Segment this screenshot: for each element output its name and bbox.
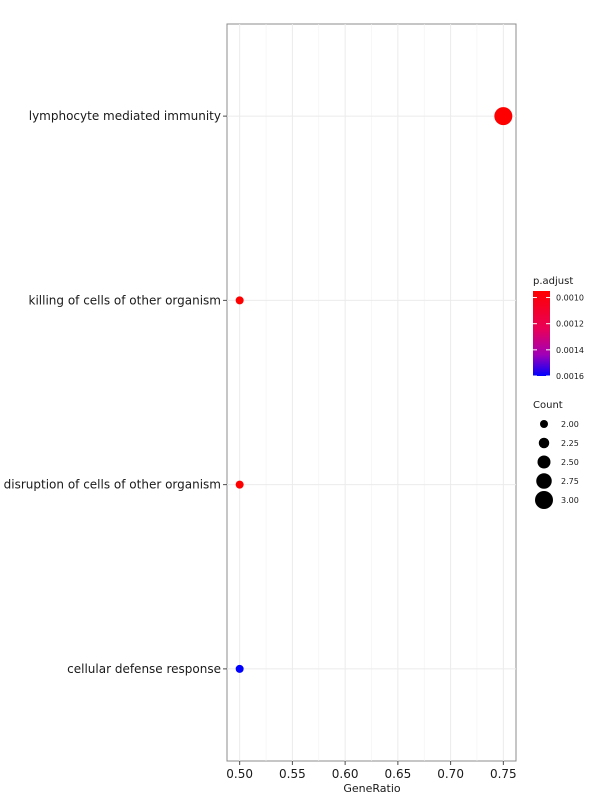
size-legend-label: 2.25: [561, 439, 579, 448]
data-points: [235, 107, 513, 673]
x-axis-title: GeneRatio: [343, 782, 401, 795]
size-legend-label: 3.00: [561, 496, 579, 505]
x-tick-label: 0.70: [437, 767, 464, 781]
x-tick-label: 0.55: [279, 767, 306, 781]
color-legend-label: 0.0010: [556, 294, 584, 303]
y-tick-label: disruption of cells of other organism: [4, 478, 221, 492]
x-axis: 0.50 0.55 0.60 0.65 0.70 0.75: [226, 761, 517, 781]
size-legend-dot: [537, 455, 551, 469]
y-tick-label: lymphocyte mediated immunity: [29, 109, 221, 123]
size-legend-items: 2.00 2.25 2.50 2.75 3.00: [535, 420, 579, 509]
data-point: [235, 296, 244, 305]
size-legend-label: 2.00: [561, 420, 579, 429]
color-legend-bar: [533, 291, 550, 376]
color-legend-label: 0.0012: [556, 320, 584, 329]
size-legend-dot: [535, 491, 553, 509]
y-tick-label: killing of cells of other organism: [29, 293, 222, 307]
size-legend-label: 2.75: [561, 477, 579, 486]
color-legend-label: 0.0014: [556, 346, 584, 355]
data-point: [235, 480, 244, 489]
size-legend-dot: [538, 437, 550, 449]
color-legend: p.adjust 0.0010 0.0012 0.0014 0.0016: [533, 276, 584, 381]
color-legend-label: 0.0016: [556, 372, 584, 381]
size-legend-title: Count: [533, 400, 563, 411]
size-legend: Count 2.00 2.25 2.50 2.75 3.00: [533, 400, 579, 509]
y-axis-labels: lymphocyte mediated immunity killing of c…: [4, 109, 227, 676]
x-tick-label: 0.65: [385, 767, 412, 781]
size-legend-label: 2.50: [561, 458, 579, 467]
data-point: [494, 107, 513, 126]
x-tick-label: 0.50: [226, 767, 253, 781]
color-legend-title: p.adjust: [533, 276, 573, 287]
data-point: [235, 664, 244, 673]
x-tick-label: 0.60: [332, 767, 359, 781]
size-legend-dot: [540, 420, 548, 428]
y-tick-label: cellular defense response: [67, 662, 221, 676]
size-legend-dot: [536, 473, 552, 489]
grid-lines: [227, 24, 516, 761]
color-legend-ticks: 0.0010 0.0012 0.0014 0.0016: [533, 294, 584, 381]
x-tick-label: 0.75: [490, 767, 517, 781]
